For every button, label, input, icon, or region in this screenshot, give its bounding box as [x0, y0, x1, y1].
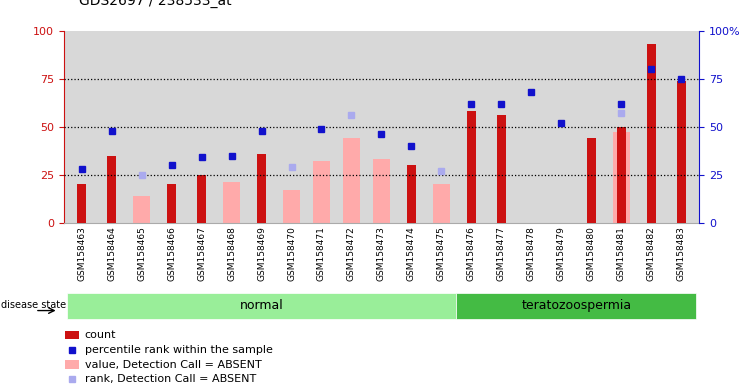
Text: GSM158478: GSM158478 — [527, 226, 536, 281]
Text: GSM158481: GSM158481 — [617, 226, 626, 281]
Text: GSM158473: GSM158473 — [377, 226, 386, 281]
Bar — [66, 331, 79, 339]
Text: GSM158480: GSM158480 — [587, 226, 596, 281]
Bar — [613, 132, 630, 223]
Bar — [587, 138, 595, 223]
Bar — [647, 44, 655, 223]
Bar — [497, 115, 506, 223]
Bar — [373, 159, 390, 223]
Text: GSM158482: GSM158482 — [647, 226, 656, 281]
Text: GSM158472: GSM158472 — [347, 226, 356, 281]
Bar — [313, 161, 330, 223]
Text: normal: normal — [239, 299, 283, 312]
Bar — [343, 138, 360, 223]
FancyBboxPatch shape — [456, 293, 696, 319]
Text: GSM158467: GSM158467 — [197, 226, 206, 281]
Text: GSM158465: GSM158465 — [137, 226, 146, 281]
Text: percentile rank within the sample: percentile rank within the sample — [85, 345, 272, 355]
Text: GSM158476: GSM158476 — [467, 226, 476, 281]
Bar — [468, 111, 476, 223]
Bar — [407, 165, 416, 223]
Text: GSM158464: GSM158464 — [107, 226, 116, 281]
Bar — [257, 154, 266, 223]
Bar — [77, 184, 86, 223]
Text: GSM158470: GSM158470 — [287, 226, 296, 281]
Text: GSM158475: GSM158475 — [437, 226, 446, 281]
Text: value, Detection Call = ABSENT: value, Detection Call = ABSENT — [85, 359, 261, 369]
Text: GSM158471: GSM158471 — [317, 226, 326, 281]
Bar — [66, 361, 79, 369]
Text: GSM158463: GSM158463 — [77, 226, 86, 281]
Text: GSM158483: GSM158483 — [677, 226, 686, 281]
Bar — [224, 182, 240, 223]
Bar — [433, 184, 450, 223]
Bar — [108, 156, 116, 223]
Text: disease state: disease state — [1, 300, 66, 310]
Text: GDS2697 / 238533_at: GDS2697 / 238533_at — [79, 0, 231, 8]
Text: GSM158466: GSM158466 — [167, 226, 176, 281]
Text: GSM158477: GSM158477 — [497, 226, 506, 281]
FancyBboxPatch shape — [67, 293, 456, 319]
Text: GSM158474: GSM158474 — [407, 226, 416, 281]
Bar — [133, 196, 150, 223]
Text: GSM158469: GSM158469 — [257, 226, 266, 281]
Text: teratozoospermia: teratozoospermia — [521, 299, 631, 312]
Text: GSM158479: GSM158479 — [557, 226, 566, 281]
Bar — [168, 184, 176, 223]
Bar — [197, 175, 206, 223]
Bar — [677, 81, 686, 223]
Text: rank, Detection Call = ABSENT: rank, Detection Call = ABSENT — [85, 374, 256, 384]
Bar — [283, 190, 300, 223]
Text: count: count — [85, 330, 116, 340]
Bar — [617, 127, 625, 223]
Text: GSM158468: GSM158468 — [227, 226, 236, 281]
